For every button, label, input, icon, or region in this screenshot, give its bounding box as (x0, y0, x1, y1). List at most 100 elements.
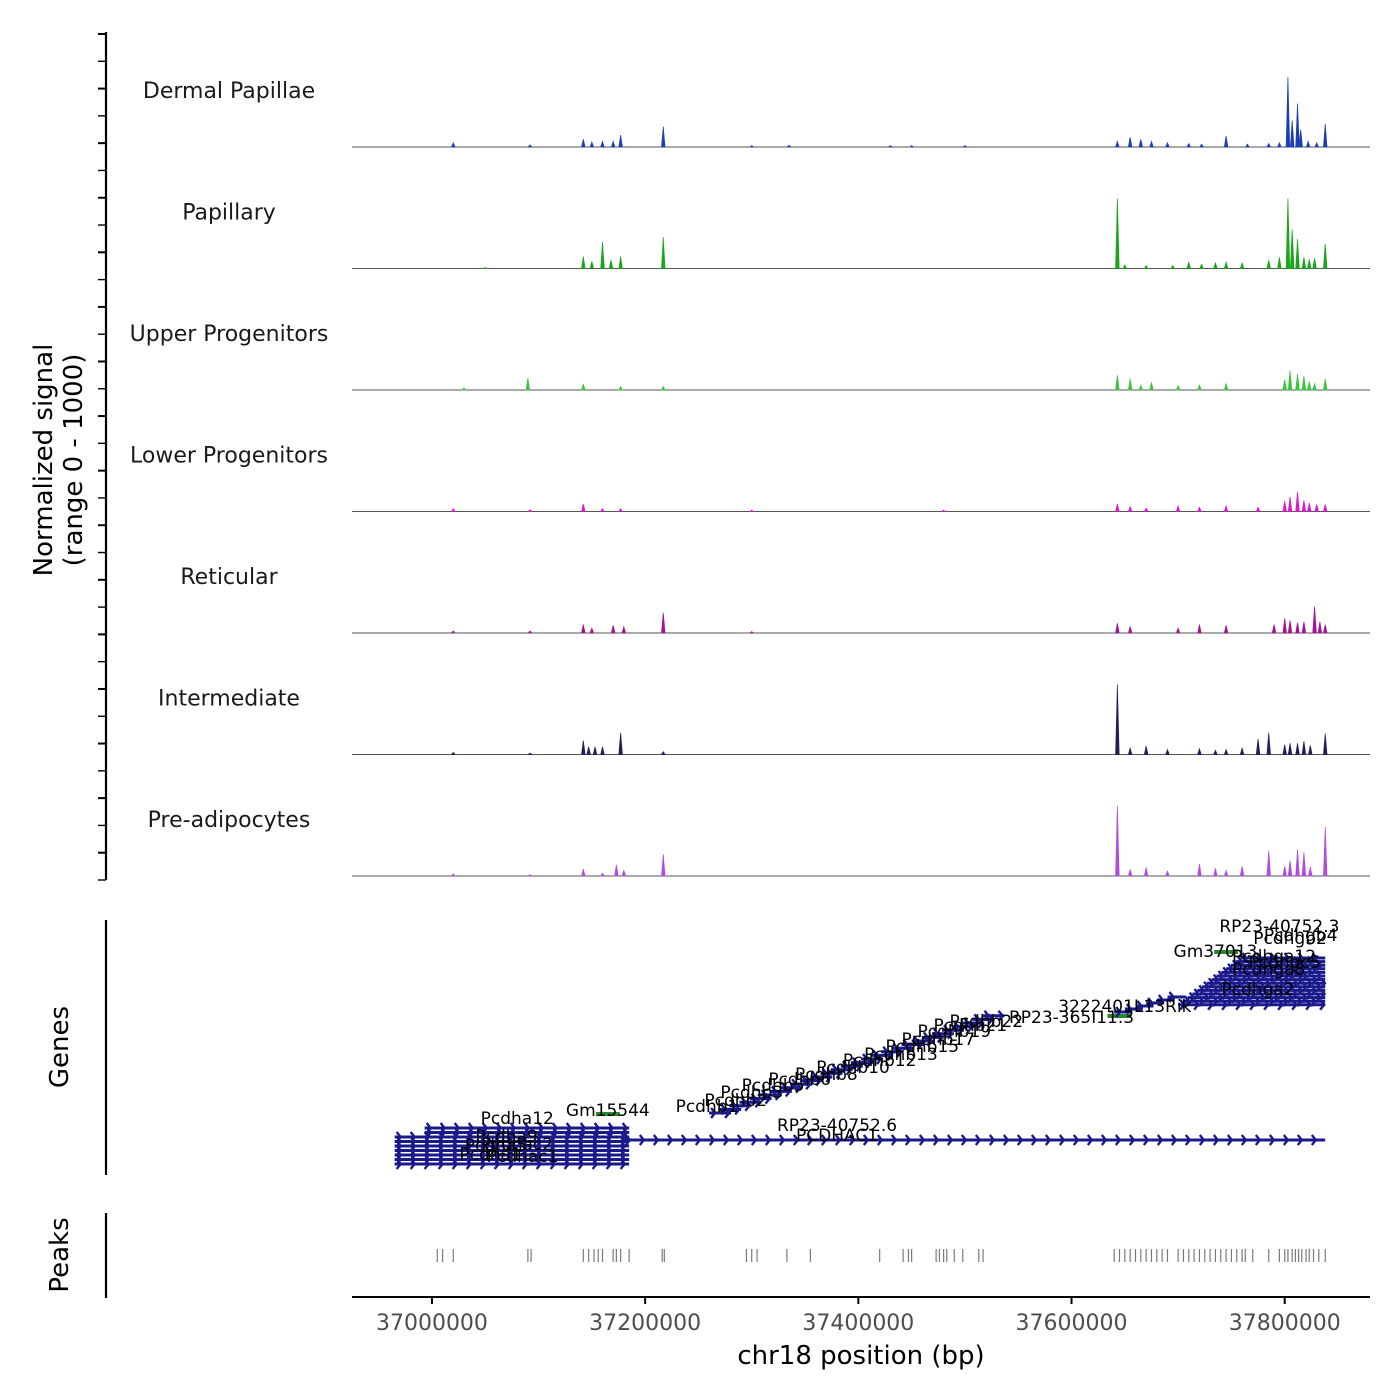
signal-peak (1285, 76, 1291, 148)
x-axis-ticks: 37000000 37200000 37400000 37600000 37800000 (376, 1297, 1341, 1336)
gene-strand-arrows (1168, 991, 1176, 1003)
signal-peak (1295, 103, 1300, 148)
signal-peak (1175, 504, 1181, 512)
signal-peak (527, 509, 533, 512)
signal-peak (1239, 866, 1245, 877)
signal-peak (1301, 621, 1307, 634)
gene-strand-arrows (1136, 1000, 1144, 1012)
x-axis-tick-label: 37000000 (376, 1311, 488, 1336)
signal-peak (1115, 623, 1120, 634)
signal-peak (1115, 684, 1120, 755)
signal-peak (1239, 746, 1245, 755)
signal-peak (748, 509, 755, 512)
gene-strand-arrows (1179, 999, 1326, 1011)
gene-label: Pcdhac1 (487, 1147, 559, 1167)
gene-strand-arrows (425, 1126, 629, 1139)
gene-label: Pcdhb22 (949, 1012, 1023, 1032)
signal-peak (962, 145, 968, 148)
gene-strand-arrows (395, 1153, 627, 1166)
signal-peak (621, 625, 627, 634)
signal-peak (1138, 384, 1144, 391)
signal-peak (1307, 503, 1312, 512)
track-label: Dermal Papillae (143, 79, 315, 104)
signal-peak (1165, 748, 1170, 755)
signal-peak (1312, 606, 1317, 634)
signal-peak (1266, 260, 1271, 269)
signal-peak (1127, 378, 1133, 391)
gene-strand-arrows (1217, 970, 1323, 982)
signal-peak (1282, 500, 1287, 512)
gene-strand-arrows (1231, 959, 1323, 971)
gene-label: Pcdhb2 (704, 1091, 767, 1111)
signal-peak (1285, 198, 1291, 269)
gene-strand-arrows (395, 1158, 627, 1170)
signal-peak (1165, 141, 1170, 148)
signal-peak (887, 145, 894, 148)
signal-peak (527, 752, 533, 755)
signal-peak (1287, 496, 1293, 512)
signal-peak (1314, 504, 1319, 512)
track-label: Reticular (180, 565, 278, 590)
signal-peak (1305, 140, 1311, 148)
gene-label: Pcdha9 (475, 1127, 537, 1147)
genes-panel-label: Genes (45, 1006, 75, 1088)
signal-peak (589, 141, 595, 148)
y-axis-label-line2: (range 0 - 1000) (59, 354, 89, 567)
signal-peak (600, 241, 605, 269)
signal-peak (1312, 257, 1317, 269)
signal-peak (1223, 748, 1229, 755)
gene-strand-arrows (425, 1122, 629, 1134)
signal-peak (1197, 864, 1202, 877)
signal-peak (1143, 265, 1149, 269)
signal-peak (1301, 257, 1307, 269)
signal-peak (1175, 627, 1181, 634)
signal-peak (1266, 850, 1271, 877)
signal-peak (1122, 264, 1128, 269)
signal-peak (1282, 379, 1287, 391)
signal-peak (1282, 866, 1287, 877)
signal-peak (1197, 506, 1202, 512)
signal-peak (581, 868, 586, 877)
gene-label: Pcdhgc5 (1249, 953, 1321, 973)
signal-peak (1223, 869, 1229, 877)
signal-peak (600, 140, 605, 148)
signal-peak (1301, 852, 1307, 877)
gene-strand-arrows (395, 1135, 627, 1148)
signal-peak (608, 260, 614, 269)
signal-peak (618, 256, 623, 269)
signal-peak (1287, 860, 1293, 877)
signal-peak (1323, 826, 1328, 877)
signal-peak (748, 145, 755, 148)
signal-peak (1127, 868, 1133, 877)
gene-strand-arrows (395, 1144, 627, 1157)
gene-label: Pcdhgb2 (1253, 929, 1327, 949)
signal-peak (1323, 733, 1328, 755)
gene-label: Pcdhb1 (676, 1097, 739, 1117)
gene-label: Gm15544 (566, 1101, 650, 1121)
signal-peak (1127, 746, 1133, 755)
signal-peak (1244, 143, 1250, 148)
gene-label: Pcdhb12 (843, 1051, 917, 1071)
gene-label: Pcdha5 (465, 1136, 527, 1156)
signal-peak (1213, 749, 1218, 755)
signal-peak (1143, 746, 1149, 755)
gene-label: Pcdhb5 (742, 1076, 805, 1096)
signal-peak (1308, 866, 1313, 877)
gene-markers-green (595, 950, 1239, 1116)
signal-peak (1323, 123, 1328, 148)
signal-peak (618, 732, 623, 755)
signal-peak (1127, 505, 1133, 512)
gene-label: RP23-365I11.3 (1009, 1008, 1134, 1028)
signal-peak (1223, 625, 1229, 634)
signal-peak (1115, 198, 1120, 269)
signal-peak (1308, 745, 1313, 755)
signal-peak (1290, 120, 1295, 148)
gene-label: Pcdhgb4 (1264, 926, 1338, 946)
signal-peak (1282, 744, 1287, 755)
signal-peak (1255, 739, 1261, 755)
signal-peak (1143, 507, 1149, 512)
signal-peak (610, 625, 616, 634)
gene-strand-arrows (395, 1140, 627, 1152)
